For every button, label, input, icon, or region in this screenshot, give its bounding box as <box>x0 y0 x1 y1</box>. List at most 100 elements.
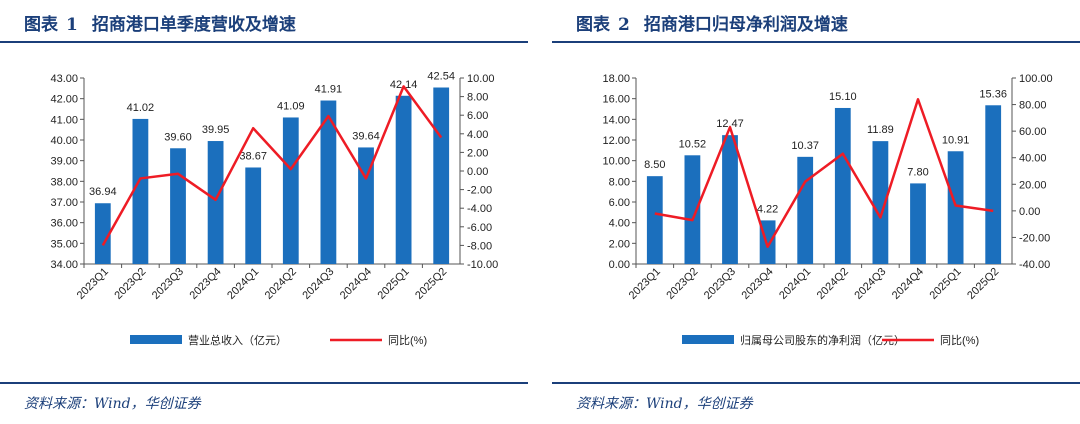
y-right-tick-label: 20.00 <box>1019 179 1047 191</box>
bar-value-label: 4.22 <box>757 203 778 215</box>
y-left-tick-label: 10.00 <box>602 156 630 168</box>
y-right-tick-label: -4.00 <box>467 203 492 215</box>
x-tick-label: 2023Q4 <box>188 266 224 302</box>
y-left-tick-label: 8.00 <box>609 176 630 188</box>
bar <box>320 100 337 264</box>
legend-bar-label: 归属母公司股东的净利润（亿元） <box>740 333 905 347</box>
y-right-tick-label: 40.00 <box>1019 153 1047 165</box>
y-left-tick-label: 16.00 <box>602 94 630 106</box>
y-left-tick-label: 37.00 <box>50 197 78 209</box>
x-tick-label: 2024Q3 <box>852 266 888 302</box>
bar-value-label: 39.60 <box>164 131 192 143</box>
bar <box>797 156 814 264</box>
x-tick-label: 2023Q2 <box>112 266 148 302</box>
y-left-tick-label: 43.00 <box>50 73 78 85</box>
x-tick-label: 2024Q4 <box>338 266 374 302</box>
figure-label: 图表 <box>576 15 610 35</box>
bar-value-label: 42.14 <box>390 79 418 91</box>
net-profit-chart: 0.00 2.00 4.00 6.00 8.00 10.00 12.00 14.00 16.00… <box>602 73 1053 347</box>
y-left-tick-label: 14.00 <box>602 114 630 126</box>
figure-number: 1 <box>66 15 78 35</box>
figure-title: 招商港口单季度营收及增速 <box>91 15 296 35</box>
y-left-tick-label: 34.00 <box>50 259 78 271</box>
y-left-tick-label: 42.00 <box>50 94 78 106</box>
y-left-tick-label: 6.00 <box>609 197 630 209</box>
y-right-tick-label: -6.00 <box>467 222 492 234</box>
figure-title: 招商港口归母净利润及增速 <box>643 15 848 35</box>
bar <box>245 167 262 264</box>
y-right-tick-label: -8.00 <box>467 240 492 252</box>
bar-value-label: 10.52 <box>679 138 707 150</box>
bar <box>684 155 701 264</box>
source-rule <box>552 382 1080 384</box>
yoy-line <box>654 98 994 248</box>
bar <box>985 105 1002 264</box>
bar-value-label: 36.94 <box>89 186 117 198</box>
legend-bar-label: 营业总收入（亿元） <box>188 333 287 347</box>
y-right-tick-label: 8.00 <box>467 92 488 104</box>
y-left-tick-label: 39.00 <box>50 156 78 168</box>
bar-value-label: 7.80 <box>907 166 928 178</box>
bar-value-label: 41.09 <box>277 100 305 112</box>
y-right-tick-label: -20.00 <box>1019 232 1050 244</box>
bar-value-label: 8.50 <box>644 159 665 171</box>
source-rule <box>0 382 528 384</box>
figure-number: 2 <box>618 15 630 35</box>
bar <box>358 147 374 264</box>
bar <box>207 141 224 264</box>
y-right-tick-label: -40.00 <box>1019 259 1050 271</box>
bar-value-label: 10.91 <box>942 134 970 146</box>
bar-value-label: 11.89 <box>867 124 894 136</box>
yoy-line <box>101 85 443 247</box>
y-right-tick-label: 80.00 <box>1019 100 1047 112</box>
chart-title-1: 图表 1 招商港口单季度营收及增速 <box>24 10 296 35</box>
bar <box>433 87 450 264</box>
y-left-tick-label: 36.00 <box>50 218 78 230</box>
x-tick-label: 2025Q2 <box>413 266 449 302</box>
y-right-tick-label: 4.00 <box>467 129 488 141</box>
x-tick-label: 2023Q3 <box>150 266 186 302</box>
bar-value-label: 41.91 <box>315 84 343 96</box>
y-left-tick-label: 35.00 <box>50 238 78 250</box>
x-tick-label: 2023Q2 <box>664 266 700 302</box>
y-right-tick-label: 100.00 <box>1019 73 1053 85</box>
y-right-tick-label: 60.00 <box>1019 126 1047 138</box>
x-tick-label: 2025Q1 <box>376 266 412 302</box>
x-tick-label: 2024Q1 <box>777 266 813 302</box>
x-tick-label: 2024Q2 <box>815 266 851 302</box>
bar <box>282 117 299 265</box>
y-left-tick-label: 40.00 <box>50 135 78 147</box>
y-right-tick-label: -10.00 <box>467 259 498 271</box>
bar <box>834 107 851 264</box>
y-right-tick-label: 10.00 <box>467 73 495 85</box>
x-tick-label: 2025Q2 <box>965 266 1001 302</box>
y-left-tick-label: 12.00 <box>602 135 630 147</box>
bar <box>646 176 663 264</box>
y-right-tick-label: -2.00 <box>467 185 492 197</box>
bar <box>132 118 149 264</box>
bar <box>872 141 889 264</box>
bar-value-label: 41.02 <box>127 102 155 114</box>
x-tick-label: 2024Q1 <box>225 266 261 302</box>
y-right-tick-label: 6.00 <box>467 110 488 122</box>
revenue-chart: 34.00 35.00 36.00 37.00 38.00 39.00 40.00 41.00… <box>50 71 498 347</box>
y-left-tick-label: 38.00 <box>50 176 78 188</box>
y-left-tick-label: 2.00 <box>609 238 630 250</box>
bar <box>170 148 186 264</box>
y-left-tick-label: 18.00 <box>602 73 630 85</box>
bar-value-label: 12.47 <box>716 118 744 130</box>
legend-bar-swatch <box>130 335 182 344</box>
x-tick-label: 2024Q2 <box>263 266 299 302</box>
chart-panel-2: 图表 2 招商港口归母净利润及增速 0.00 2.00 4.00 6.00 8.00 10.0… <box>552 0 1080 424</box>
chart-panel-1: 图表 1 招商港口单季度营收及增速 34.00 35.00 36.00 37.00 38.0… <box>0 0 528 424</box>
bar-value-label: 39.95 <box>202 124 230 136</box>
y-left-tick-label: 4.00 <box>609 218 630 230</box>
bar-value-label: 38.67 <box>239 150 267 162</box>
x-tick-label: 2025Q1 <box>928 266 964 302</box>
x-tick-label: 2023Q3 <box>702 266 738 302</box>
title-rule <box>552 41 1080 43</box>
y-left-tick-label: 0.00 <box>609 259 630 271</box>
title-rule <box>0 41 528 43</box>
y-right-tick-label: 0.00 <box>467 166 488 178</box>
x-tick-label: 2023Q1 <box>75 266 111 302</box>
